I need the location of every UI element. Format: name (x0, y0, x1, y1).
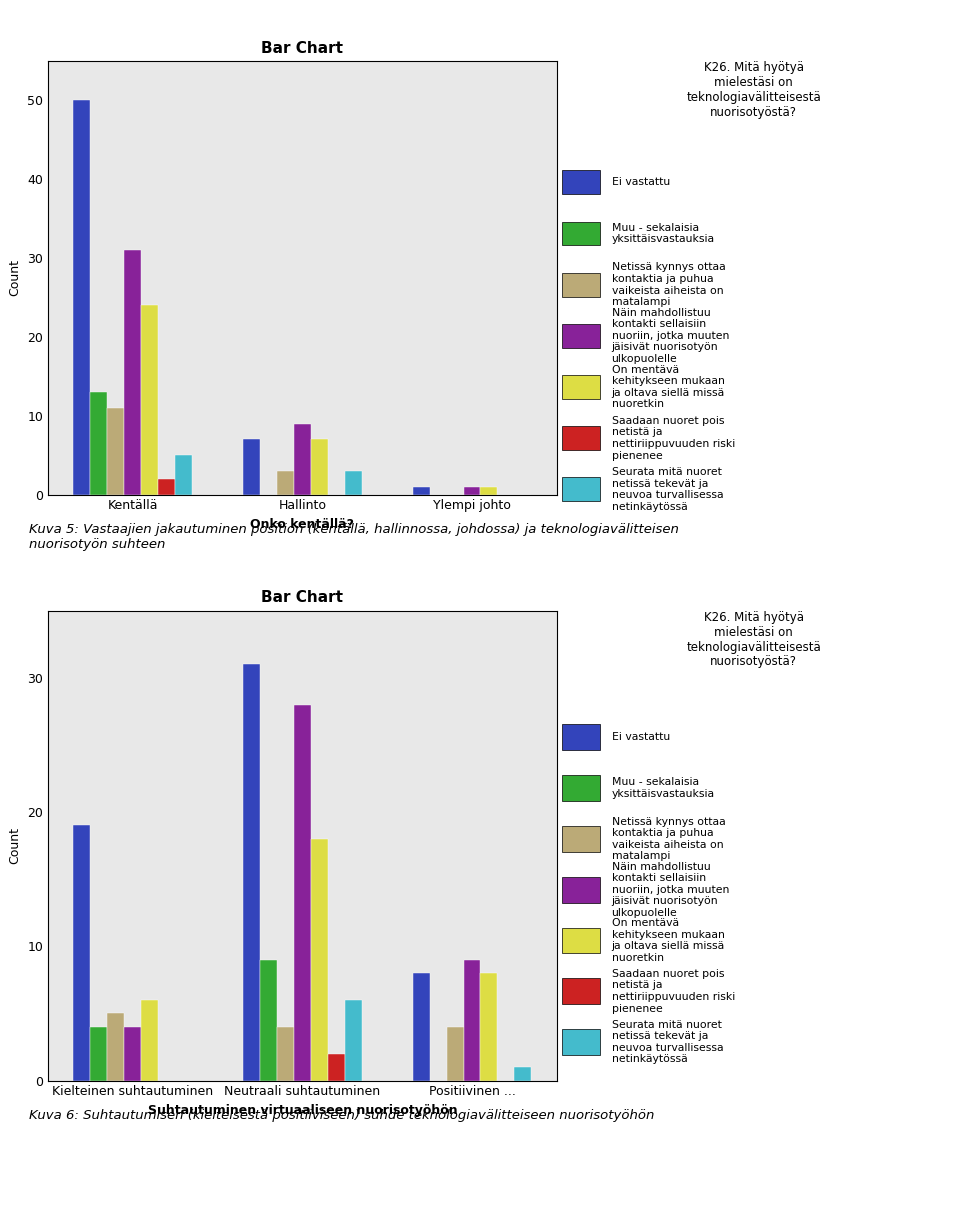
Bar (562, 272, 600, 297)
Bar (413, 973, 430, 1081)
Bar (158, 479, 176, 495)
Bar (125, 1027, 141, 1081)
Bar (108, 408, 125, 495)
Text: Kuva 5: Vastaajien jakautuminen position (kentällä, hallinnossa, johdossa) ja te: Kuva 5: Vastaajien jakautuminen position… (29, 523, 679, 551)
Text: Ei vastattu: Ei vastattu (612, 177, 670, 187)
Bar (73, 825, 90, 1081)
Bar (73, 100, 90, 495)
Bar (125, 250, 141, 495)
Bar (176, 455, 192, 495)
Text: Saadaan nuoret pois
netistä ja
nettiriippuvuuden riski
pienenee: Saadaan nuoret pois netistä ja nettiriip… (612, 969, 734, 1013)
Text: Netissä kynnys ottaa
kontaktia ja puhua
vaikeista aiheista on
matalampi: Netissä kynnys ottaa kontaktia ja puhua … (612, 817, 725, 861)
Text: K26. Mitä hyötyä
mielestäsi on
teknologiavälitteisestä
nuorisotyöstä?: K26. Mitä hyötyä mielestäsi on teknologi… (686, 61, 821, 120)
Bar (562, 324, 600, 348)
Bar (311, 440, 328, 495)
Bar (243, 440, 260, 495)
Text: Muu - sekalaisia
yksittäisvastauksia: Muu - sekalaisia yksittäisvastauksia (612, 778, 714, 799)
X-axis label: Suhtautuminen virtuaaliseen nuorisotyöhön: Suhtautuminen virtuaaliseen nuorisotyöhö… (148, 1104, 457, 1117)
Bar (90, 1027, 108, 1081)
Bar (277, 471, 294, 495)
Title: Bar Chart: Bar Chart (261, 590, 344, 606)
Bar (446, 1027, 464, 1081)
Bar (562, 827, 600, 852)
Bar (562, 222, 600, 245)
Text: Seurata mitä nuoret
netissä tekevät ja
neuvoa turvallisessa
netinkäytössä: Seurata mitä nuoret netissä tekevät ja n… (612, 1020, 723, 1065)
Text: Seurata mitä nuoret
netissä tekevät ja
neuvoa turvallisessa
netinkäytössä: Seurata mitä nuoret netissä tekevät ja n… (612, 466, 723, 512)
Bar (260, 960, 276, 1081)
Text: On mentävä
kehitykseen mukaan
ja oltava siellä missä
nuoretkin: On mentävä kehitykseen mukaan ja oltava … (612, 365, 725, 409)
Bar (562, 171, 600, 194)
Bar (481, 973, 497, 1081)
Bar (141, 305, 158, 495)
Bar (562, 877, 600, 902)
Bar (294, 705, 311, 1081)
X-axis label: Onko kentällä?: Onko kentällä? (251, 518, 354, 531)
Bar (562, 928, 600, 954)
Title: Bar Chart: Bar Chart (261, 40, 344, 56)
Bar (562, 724, 600, 751)
Text: Ei vastattu: Ei vastattu (612, 733, 670, 742)
Bar (108, 1013, 125, 1081)
Text: Netissä kynnys ottaa
kontaktia ja puhua
vaikeista aiheista on
matalampi: Netissä kynnys ottaa kontaktia ja puhua … (612, 263, 725, 308)
Bar (562, 1029, 600, 1055)
Y-axis label: Count: Count (9, 259, 21, 297)
Bar (515, 1067, 532, 1081)
Bar (562, 775, 600, 801)
Text: On mentävä
kehitykseen mukaan
ja oltava siellä missä
nuoretkin: On mentävä kehitykseen mukaan ja oltava … (612, 918, 725, 963)
Bar (328, 1054, 345, 1081)
Bar (562, 978, 600, 1004)
Bar (345, 471, 362, 495)
Bar (413, 487, 430, 495)
Text: Kuva 6: Suhtautumisen (kielteisestä positiiviseen) suhde teknologiavälitteiseen : Kuva 6: Suhtautumisen (kielteisestä posi… (29, 1109, 654, 1122)
Text: Näin mahdollistuu
kontakti sellaisiin
nuoriin, jotka muuten
jäisivät nuorisotyön: Näin mahdollistuu kontakti sellaisiin nu… (612, 308, 729, 364)
Bar (345, 1000, 362, 1081)
Bar (464, 960, 481, 1081)
Bar (243, 664, 260, 1081)
Text: Saadaan nuoret pois
netistä ja
nettiriippuvuuden riski
pienenee: Saadaan nuoret pois netistä ja nettiriip… (612, 416, 734, 460)
Bar (562, 375, 600, 399)
Bar (90, 392, 108, 495)
Text: Muu - sekalaisia
yksittäisvastauksia: Muu - sekalaisia yksittäisvastauksia (612, 222, 714, 244)
Text: K26. Mitä hyötyä
mielestäsi on
teknologiavälitteisestä
nuorisotyöstä?: K26. Mitä hyötyä mielestäsi on teknologi… (686, 610, 821, 669)
Bar (277, 1027, 294, 1081)
Bar (294, 424, 311, 495)
Bar (464, 487, 481, 495)
Bar (481, 487, 497, 495)
Y-axis label: Count: Count (9, 827, 22, 864)
Bar (562, 426, 600, 451)
Bar (311, 839, 328, 1081)
Text: Näin mahdollistuu
kontakti sellaisiin
nuoriin, jotka muuten
jäisivät nuorisotyön: Näin mahdollistuu kontakti sellaisiin nu… (612, 862, 729, 918)
Bar (562, 477, 600, 502)
Bar (141, 1000, 158, 1081)
